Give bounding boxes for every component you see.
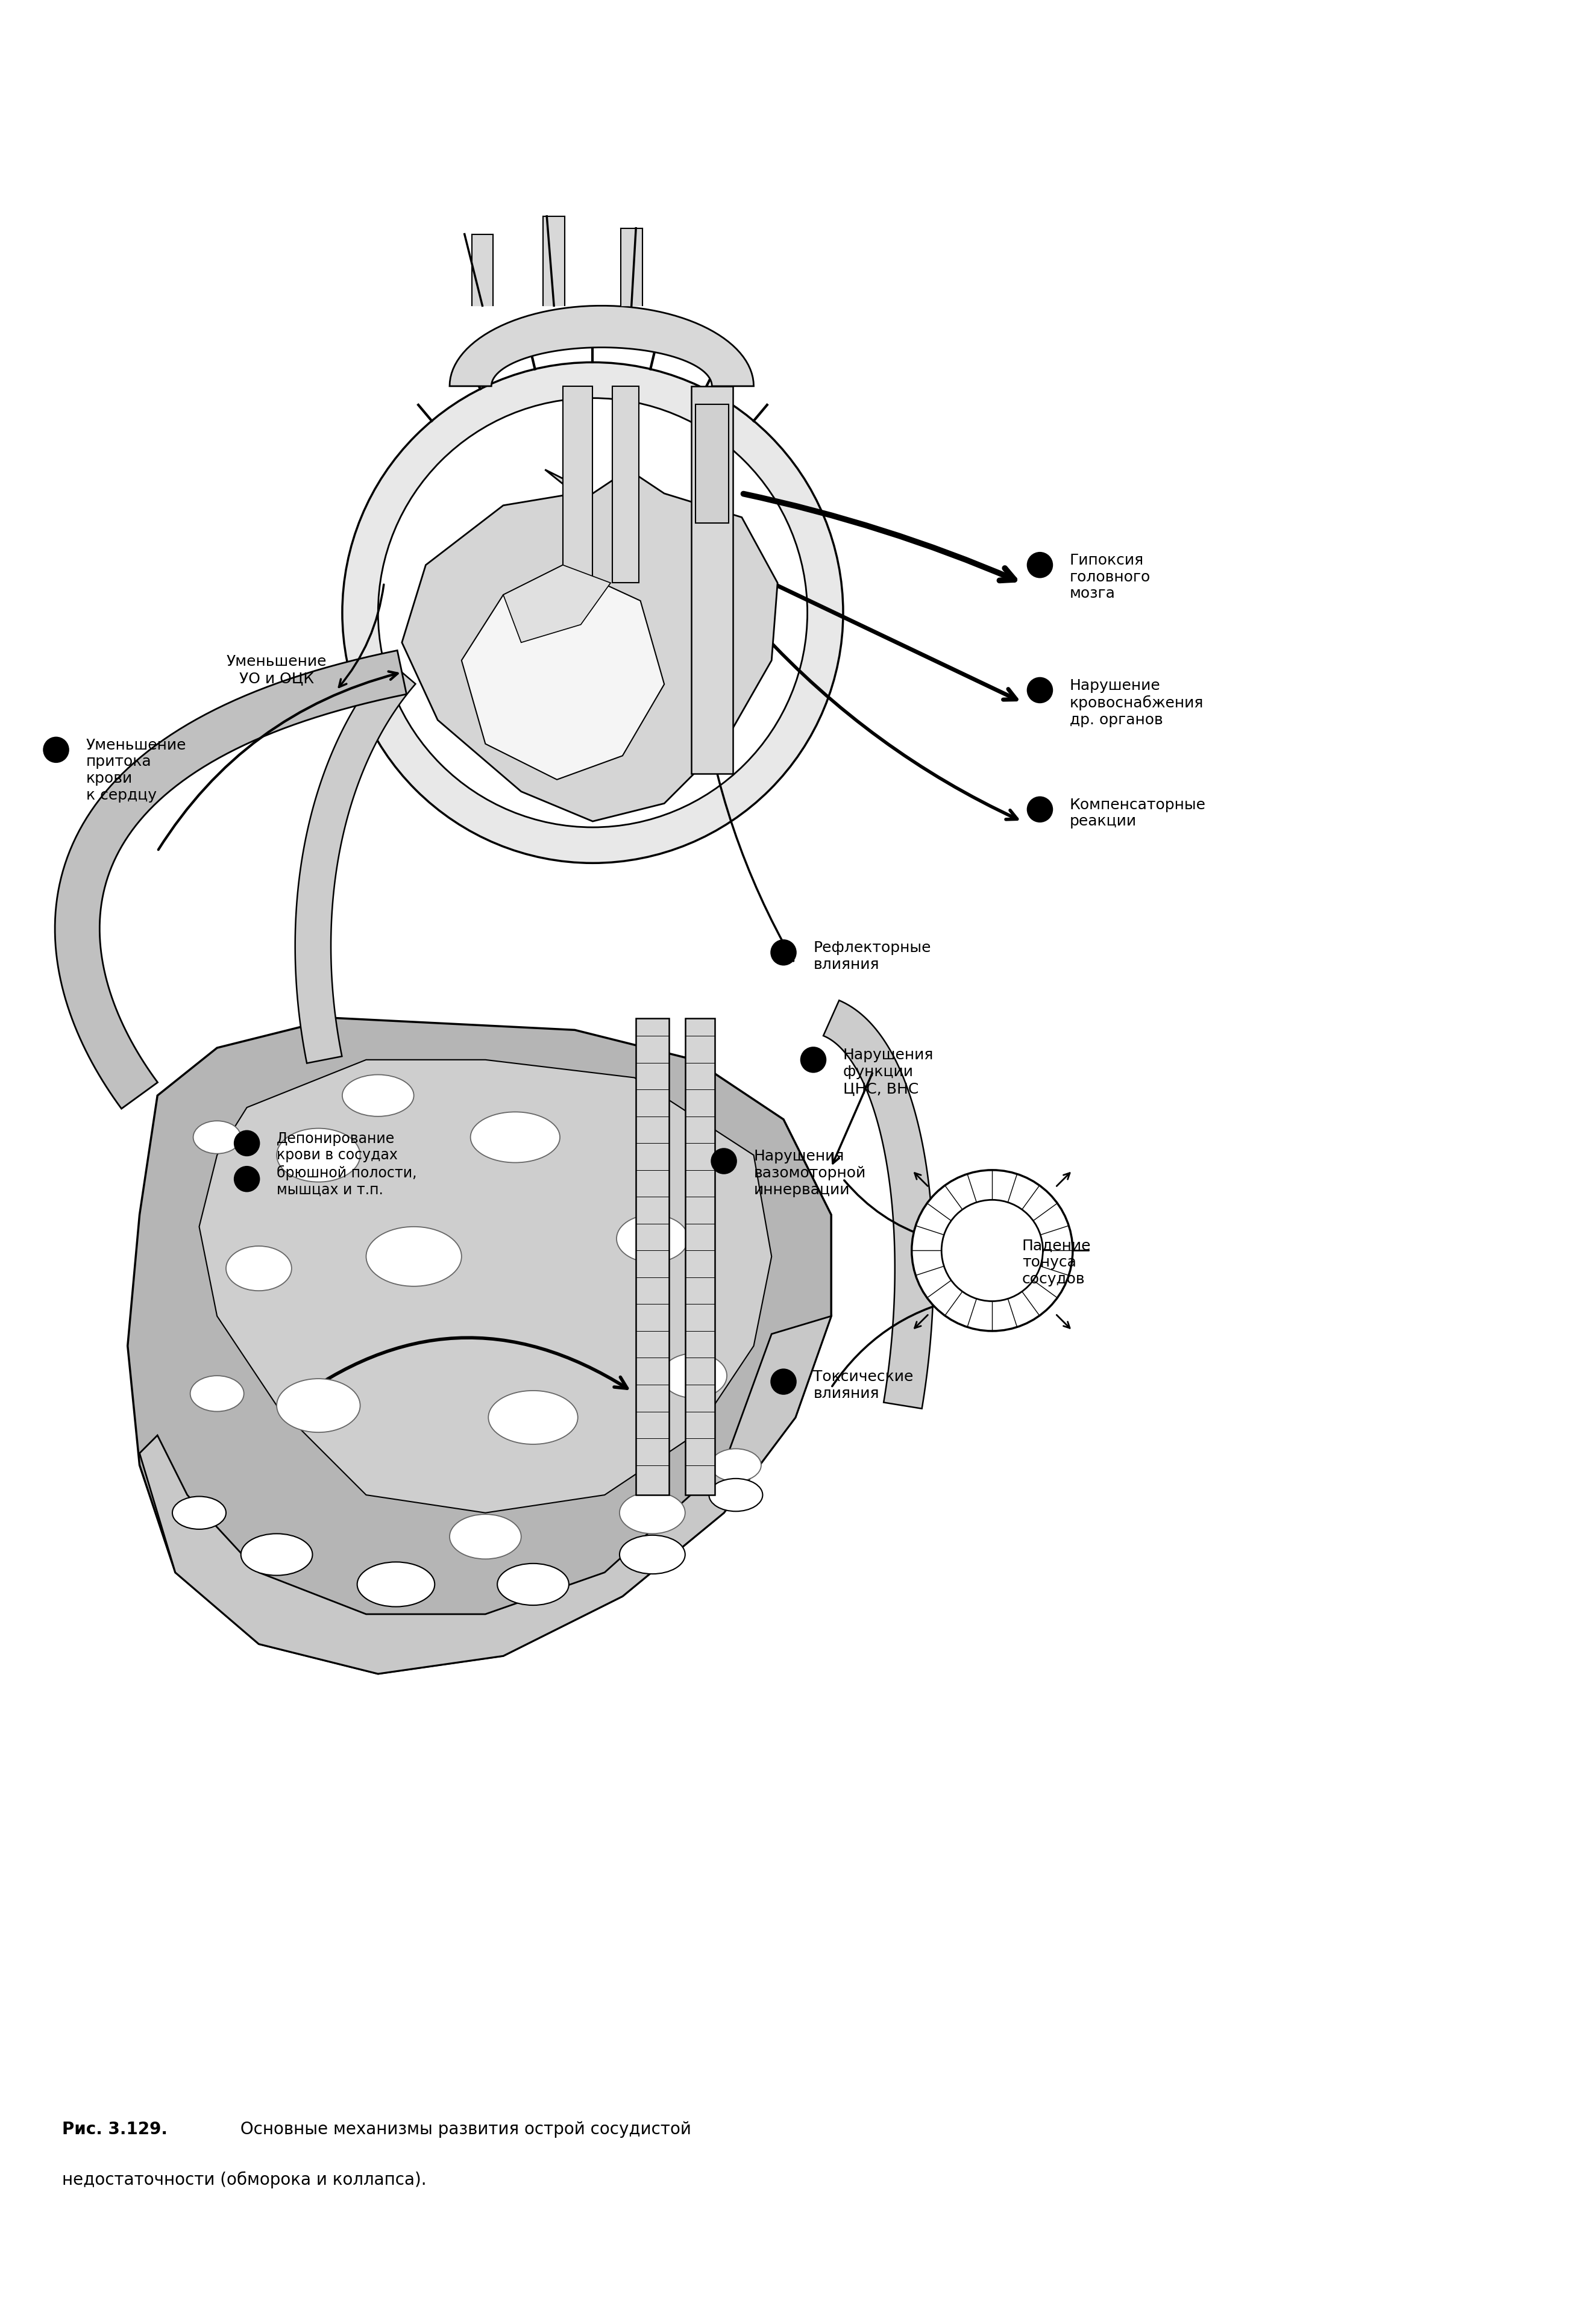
Polygon shape <box>612 386 639 583</box>
Circle shape <box>234 1129 261 1157</box>
Circle shape <box>378 397 807 827</box>
Text: Уменьшение
УО и ОЦК: Уменьшение УО и ОЦК <box>226 655 327 686</box>
Ellipse shape <box>711 1448 761 1480</box>
Polygon shape <box>636 1018 669 1494</box>
Circle shape <box>801 1046 826 1074</box>
Polygon shape <box>402 469 777 820</box>
Ellipse shape <box>190 1376 243 1411</box>
Circle shape <box>771 939 796 964</box>
Polygon shape <box>564 386 593 583</box>
Circle shape <box>1027 551 1053 579</box>
Polygon shape <box>449 307 754 386</box>
Ellipse shape <box>710 1478 763 1511</box>
Polygon shape <box>127 1018 831 1673</box>
Circle shape <box>234 1167 261 1192</box>
Text: Основные механизмы развития острой сосудистой: Основные механизмы развития острой сосуд… <box>235 2122 691 2138</box>
Polygon shape <box>504 565 611 641</box>
Polygon shape <box>696 404 728 523</box>
Ellipse shape <box>226 1246 292 1290</box>
Ellipse shape <box>471 1111 560 1162</box>
Circle shape <box>942 1199 1042 1301</box>
Text: Рефлекторные
влияния: Рефлекторные влияния <box>813 941 931 971</box>
Ellipse shape <box>358 1562 435 1606</box>
Text: Депонирование
крови в сосудах
брюшной полости,
мышцах и т.п.: Депонирование крови в сосудах брюшной по… <box>276 1132 416 1197</box>
Circle shape <box>711 1148 736 1174</box>
Text: Токсические
влияния: Токсические влияния <box>813 1369 914 1401</box>
Polygon shape <box>140 1315 831 1673</box>
Polygon shape <box>55 651 407 1109</box>
Ellipse shape <box>488 1390 578 1443</box>
Ellipse shape <box>366 1227 462 1285</box>
Ellipse shape <box>620 1492 685 1534</box>
Polygon shape <box>462 565 664 779</box>
Ellipse shape <box>240 1534 312 1576</box>
Text: Компенсаторные
реакции: Компенсаторные реакции <box>1069 797 1206 830</box>
Ellipse shape <box>276 1129 360 1183</box>
Ellipse shape <box>617 1215 688 1262</box>
Circle shape <box>1027 676 1053 704</box>
Circle shape <box>771 1369 796 1394</box>
Ellipse shape <box>620 1536 685 1573</box>
Circle shape <box>1027 797 1053 823</box>
Polygon shape <box>823 999 934 1408</box>
Text: недостаточности (обморока и коллапса).: недостаточности (обморока и коллапса). <box>63 2171 427 2189</box>
Polygon shape <box>199 1060 771 1513</box>
Text: Гипоксия
головного
мозга: Гипоксия головного мозга <box>1069 553 1151 602</box>
Text: Уменьшение
притока
крови
к сердцу: Уменьшение притока крови к сердцу <box>86 737 187 802</box>
Circle shape <box>42 737 69 762</box>
Circle shape <box>962 1220 1022 1281</box>
Text: Падение
тонуса
сосудов: Падение тонуса сосудов <box>1022 1239 1091 1287</box>
Text: Нарушения
вазомоторной
иннервации: Нарушения вазомоторной иннервации <box>754 1148 867 1197</box>
Text: Рис. 3.129.: Рис. 3.129. <box>63 2122 168 2138</box>
Ellipse shape <box>173 1497 226 1529</box>
Ellipse shape <box>342 1074 414 1116</box>
Polygon shape <box>295 660 416 1062</box>
Circle shape <box>912 1169 1072 1332</box>
Text: Нарушение
кровоснабжения
др. органов: Нарушение кровоснабжения др. органов <box>1069 679 1204 727</box>
Ellipse shape <box>276 1378 360 1432</box>
Ellipse shape <box>661 1353 727 1399</box>
Polygon shape <box>685 1018 714 1494</box>
Ellipse shape <box>449 1515 521 1559</box>
Ellipse shape <box>498 1564 568 1606</box>
Text: Нарушения
функции
ЦНС, ВНС: Нарушения функции ЦНС, ВНС <box>843 1048 934 1097</box>
Polygon shape <box>691 386 733 774</box>
Ellipse shape <box>193 1120 240 1153</box>
Circle shape <box>342 363 843 862</box>
